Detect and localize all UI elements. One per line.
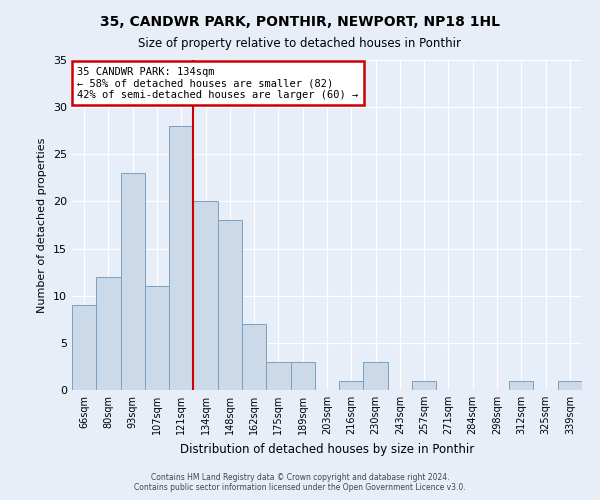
- Bar: [339, 380, 364, 390]
- Text: Size of property relative to detached houses in Ponthir: Size of property relative to detached ho…: [139, 38, 461, 51]
- Text: 35 CANDWR PARK: 134sqm
← 58% of detached houses are smaller (82)
42% of semi-det: 35 CANDWR PARK: 134sqm ← 58% of detached…: [77, 66, 358, 100]
- Y-axis label: Number of detached properties: Number of detached properties: [37, 138, 47, 312]
- Bar: [266, 362, 290, 390]
- Bar: [96, 277, 121, 390]
- Bar: [364, 362, 388, 390]
- Bar: [145, 286, 169, 390]
- Bar: [72, 305, 96, 390]
- Text: 35, CANDWR PARK, PONTHIR, NEWPORT, NP18 1HL: 35, CANDWR PARK, PONTHIR, NEWPORT, NP18 …: [100, 15, 500, 29]
- Bar: [193, 202, 218, 390]
- Bar: [169, 126, 193, 390]
- Bar: [412, 380, 436, 390]
- X-axis label: Distribution of detached houses by size in Ponthir: Distribution of detached houses by size …: [180, 442, 474, 456]
- Bar: [242, 324, 266, 390]
- Bar: [290, 362, 315, 390]
- Bar: [121, 173, 145, 390]
- Bar: [509, 380, 533, 390]
- Text: Contains HM Land Registry data © Crown copyright and database right 2024.
Contai: Contains HM Land Registry data © Crown c…: [134, 473, 466, 492]
- Bar: [218, 220, 242, 390]
- Bar: [558, 380, 582, 390]
